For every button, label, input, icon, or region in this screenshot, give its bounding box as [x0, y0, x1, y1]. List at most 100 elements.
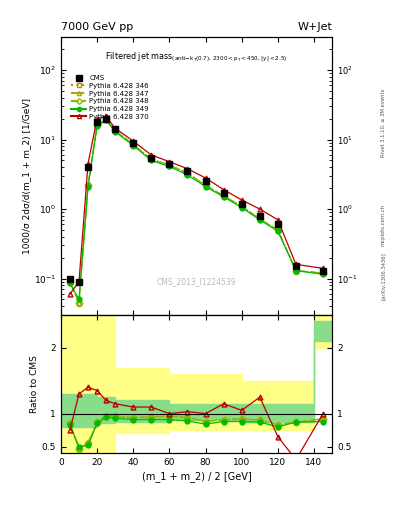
Pythia 6.428 370: [77, 279, 81, 285]
Pythia 6.428 349: [86, 184, 90, 190]
Pythia 6.428 370: [86, 161, 90, 167]
Pythia 6.428 346: [86, 182, 90, 188]
CMS: [294, 263, 298, 269]
Pythia 6.428 348: [131, 141, 136, 147]
Pythia 6.428 349: [257, 217, 262, 223]
Pythia 6.428 346: [95, 122, 99, 129]
Pythia 6.428 349: [275, 228, 280, 234]
CMS: [321, 268, 325, 274]
Pythia 6.428 346: [257, 216, 262, 222]
Pythia 6.428 347: [95, 122, 99, 129]
Pythia 6.428 348: [167, 162, 172, 168]
Pythia 6.428 349: [77, 296, 81, 303]
Pythia 6.428 347: [149, 156, 154, 162]
Pythia 6.428 349: [294, 268, 298, 274]
Pythia 6.428 346: [321, 270, 325, 276]
Pythia 6.428 346: [149, 156, 154, 162]
Line: CMS: CMS: [67, 116, 326, 285]
CMS: [257, 212, 262, 219]
Pythia 6.428 346: [77, 300, 81, 306]
Pythia 6.428 349: [221, 194, 226, 200]
Pythia 6.428 370: [239, 197, 244, 203]
Y-axis label: 1000/σ 2dσ/d(m_1 + m_2) [1/GeV]: 1000/σ 2dσ/d(m_1 + m_2) [1/GeV]: [22, 98, 31, 254]
Pythia 6.428 346: [239, 203, 244, 209]
Pythia 6.428 346: [167, 162, 172, 168]
CMS: [275, 221, 280, 227]
Pythia 6.428 346: [185, 170, 190, 176]
Pythia 6.428 370: [113, 125, 118, 132]
Pythia 6.428 370: [275, 217, 280, 223]
Pythia 6.428 370: [294, 261, 298, 267]
CMS: [95, 119, 99, 125]
Pythia 6.428 349: [185, 172, 190, 178]
Pythia 6.428 346: [221, 193, 226, 199]
Y-axis label: Ratio to CMS: Ratio to CMS: [30, 355, 39, 413]
Pythia 6.428 348: [221, 193, 226, 199]
Pythia 6.428 348: [321, 270, 325, 276]
Pythia 6.428 347: [131, 141, 136, 147]
Pythia 6.428 349: [149, 157, 154, 163]
Pythia 6.428 370: [104, 113, 108, 119]
CMS: [131, 140, 136, 146]
Pythia 6.428 349: [203, 184, 208, 190]
Pythia 6.428 349: [321, 271, 325, 278]
Pythia 6.428 370: [221, 186, 226, 193]
Line: Pythia 6.428 348: Pythia 6.428 348: [68, 117, 325, 305]
Pythia 6.428 370: [321, 265, 325, 271]
Pythia 6.428 348: [86, 182, 90, 188]
Pythia 6.428 348: [149, 156, 154, 162]
Pythia 6.428 347: [257, 216, 262, 222]
Pythia 6.428 346: [104, 116, 108, 122]
Pythia 6.428 346: [203, 182, 208, 188]
CMS: [221, 190, 226, 196]
Pythia 6.428 348: [203, 182, 208, 188]
Pythia 6.428 370: [149, 152, 154, 158]
Text: mcplots.cern.ch: mcplots.cern.ch: [381, 204, 386, 246]
Line: Pythia 6.428 346: Pythia 6.428 346: [68, 117, 325, 305]
Pythia 6.428 347: [86, 182, 90, 188]
Pythia 6.428 348: [275, 227, 280, 233]
CMS: [68, 275, 72, 282]
Pythia 6.428 347: [221, 193, 226, 199]
CMS: [104, 116, 108, 122]
Pythia 6.428 347: [185, 170, 190, 176]
Pythia 6.428 347: [77, 300, 81, 306]
Pythia 6.428 370: [68, 291, 72, 297]
Pythia 6.428 347: [104, 116, 108, 122]
Pythia 6.428 349: [68, 281, 72, 287]
Pythia 6.428 348: [68, 279, 72, 285]
Pythia 6.428 347: [113, 127, 118, 134]
Line: Pythia 6.428 347: Pythia 6.428 347: [68, 117, 325, 305]
Pythia 6.428 346: [275, 227, 280, 233]
CMS: [113, 126, 118, 133]
Text: 7000 GeV pp: 7000 GeV pp: [61, 22, 133, 32]
Pythia 6.428 346: [68, 279, 72, 285]
CMS: [185, 168, 190, 174]
Pythia 6.428 370: [203, 175, 208, 181]
Legend: CMS, Pythia 6.428 346, Pythia 6.428 347, Pythia 6.428 348, Pythia 6.428 349, Pyt: CMS, Pythia 6.428 346, Pythia 6.428 347,…: [70, 74, 151, 121]
Pythia 6.428 349: [95, 123, 99, 130]
Pythia 6.428 346: [294, 268, 298, 274]
Pythia 6.428 349: [104, 117, 108, 123]
Pythia 6.428 347: [239, 203, 244, 209]
Line: Pythia 6.428 349: Pythia 6.428 349: [68, 118, 325, 302]
Text: CMS_2013_I1224539: CMS_2013_I1224539: [157, 277, 236, 286]
Pythia 6.428 370: [185, 166, 190, 172]
CMS: [149, 155, 154, 161]
CMS: [203, 178, 208, 184]
Pythia 6.428 347: [275, 227, 280, 233]
Text: Rivet 3.1.10, ≥ 3M events: Rivet 3.1.10, ≥ 3M events: [381, 89, 386, 157]
Pythia 6.428 349: [167, 163, 172, 169]
Pythia 6.428 349: [131, 142, 136, 148]
Pythia 6.428 349: [239, 204, 244, 210]
Pythia 6.428 348: [95, 122, 99, 129]
Pythia 6.428 348: [104, 116, 108, 122]
Pythia 6.428 348: [257, 216, 262, 222]
Text: [arXiv:1306.3436]: [arXiv:1306.3436]: [381, 252, 386, 301]
Line: Pythia 6.428 370: Pythia 6.428 370: [68, 114, 325, 296]
Pythia 6.428 348: [294, 268, 298, 274]
Pythia 6.428 347: [68, 279, 72, 285]
CMS: [77, 279, 81, 285]
Text: Filtered jet mass$_{\mathregular{(anti\!-\!k_T(0.7),\,2300<p_T<450,\,|y|<2.5)}}$: Filtered jet mass$_{\mathregular{(anti\!…: [105, 51, 288, 65]
Pythia 6.428 348: [239, 203, 244, 209]
